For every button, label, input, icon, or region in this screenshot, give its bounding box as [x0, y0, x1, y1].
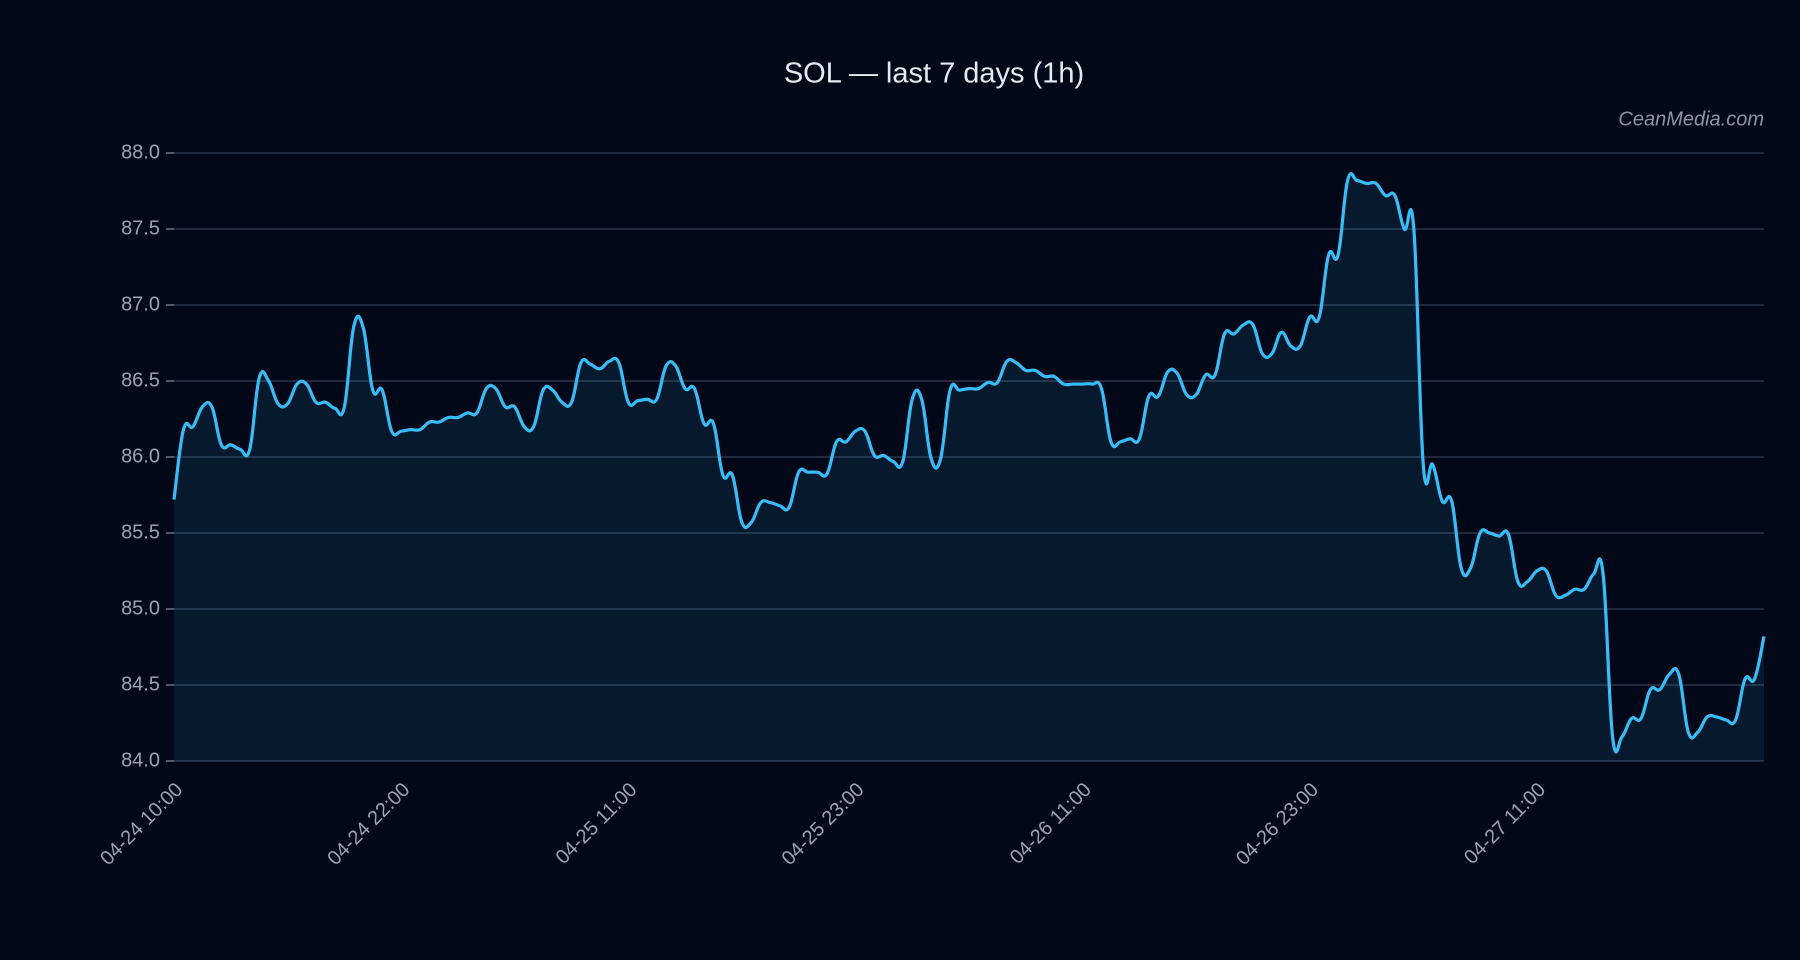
- x-tick-label: 04-25 11:00: [552, 779, 642, 869]
- y-tick-label: 85.0: [121, 597, 160, 619]
- y-tick-label: 86.5: [121, 369, 160, 391]
- y-tick-label: 86.0: [121, 445, 160, 467]
- y-tick-label: 87.5: [121, 217, 160, 239]
- x-tick-label: 04-24 22:00: [323, 779, 414, 870]
- y-tick-label: 87.0: [121, 293, 160, 315]
- y-tick-label: 84.5: [121, 673, 160, 695]
- x-tick-label: 04-26 23:00: [1232, 779, 1323, 870]
- chart-title: SOL — last 7 days (1h): [784, 58, 1084, 90]
- watermark: CeanMedia.com: [1618, 108, 1764, 130]
- x-tick-label: 04-26 11:00: [1006, 779, 1096, 869]
- y-tick-label: 88.0: [121, 141, 160, 163]
- line: [172, 172, 1766, 754]
- y-tick-label: 84.0: [121, 749, 160, 771]
- area: [174, 173, 1764, 762]
- x-tick-label: 04-25 23:00: [778, 779, 869, 870]
- x-tick-label: 04-27 11:00: [1460, 779, 1550, 869]
- x-tick-label: 04-24 10:00: [96, 779, 187, 870]
- y-tick-label: 85.5: [121, 521, 160, 543]
